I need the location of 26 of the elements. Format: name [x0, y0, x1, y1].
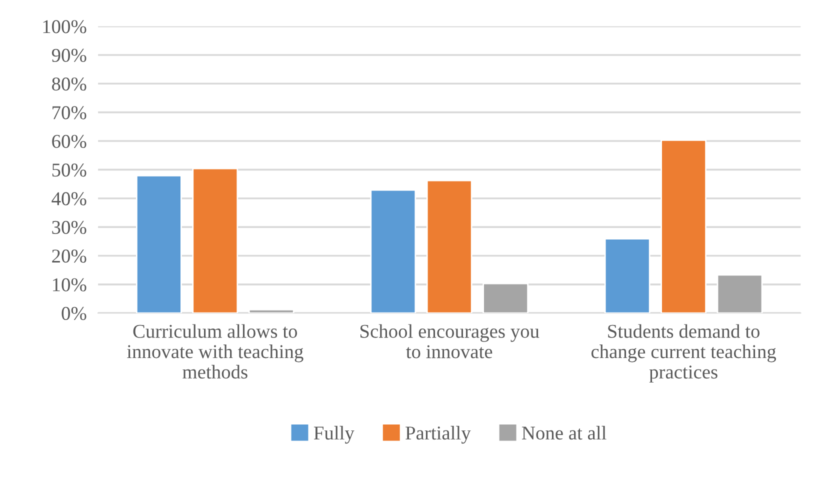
y-tick-label: 70%	[52, 106, 86, 120]
bar	[192, 168, 238, 314]
legend-label: None at all	[522, 426, 606, 440]
x-tick-label: School encourages you to innovate	[360, 324, 540, 358]
x-tick-label: Curriculum allows to innovate with teaching methods	[126, 324, 304, 379]
bar	[426, 180, 472, 314]
y-tick-label: 10%	[53, 278, 86, 292]
y-tick-label: 20%	[52, 250, 86, 263]
y-tick-label: 100%	[43, 20, 86, 34]
y-tick-label: 50%	[52, 164, 86, 177]
y-tick-label: 40%	[52, 192, 86, 206]
legend-label: Partially	[406, 426, 471, 444]
x-tick-label: Students demand to change current teaching practices	[591, 324, 776, 383]
bar	[370, 189, 416, 314]
bar	[716, 274, 763, 314]
y-tick-label: 90%	[52, 48, 86, 62]
bar	[136, 175, 182, 314]
legend-label: Fully	[314, 426, 354, 444]
bar	[604, 238, 650, 314]
y-tick-label: 60%	[52, 134, 86, 148]
y-tick-label: 80%	[52, 77, 86, 91]
bar	[660, 139, 706, 314]
y-tick-label: 0%	[62, 306, 86, 320]
bar	[248, 308, 294, 314]
y-tick-label: 30%	[52, 220, 86, 234]
bar	[482, 282, 529, 314]
